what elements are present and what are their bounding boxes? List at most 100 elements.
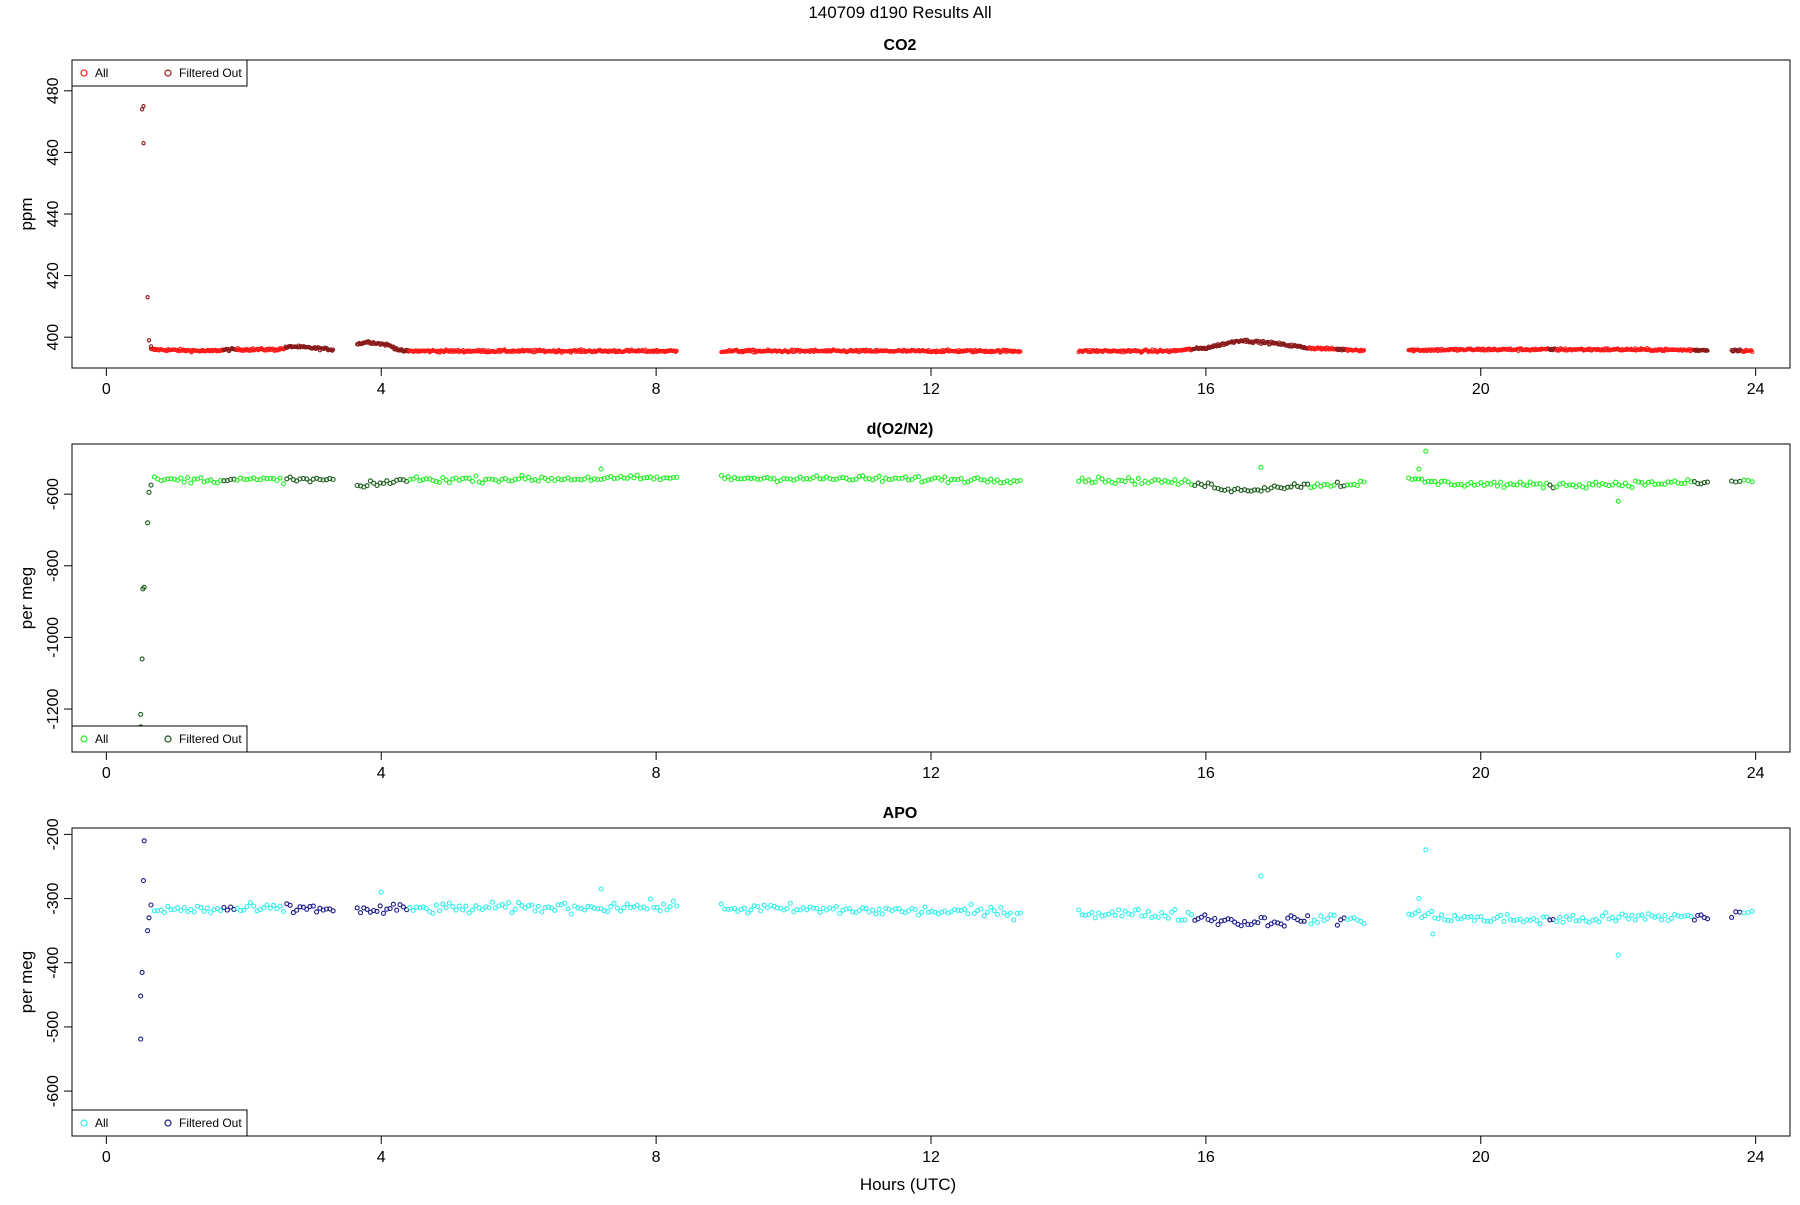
data-point-do2n2: [1658, 481, 1665, 487]
data-point-do2n2: [1415, 476, 1422, 482]
data-point-apo: [410, 907, 416, 914]
data-point-apo: [850, 909, 856, 915]
y-axis-label-apo: per meg: [17, 951, 36, 1013]
data-point-do2n2: [466, 475, 472, 481]
data-point-do2n2: [1511, 482, 1517, 488]
data-point-do2n2: [443, 477, 449, 483]
data-point-do2n2: [1540, 485, 1546, 491]
data-point-do2n2: [661, 475, 667, 481]
x-axis-do2n2: 0 4 8 12 16 20 24: [102, 752, 1765, 782]
data-point-apo: [509, 910, 515, 916]
data-point-apo: [906, 908, 912, 914]
y-axis-label-co2: ppm: [17, 197, 36, 230]
data-point-do2n2: [244, 476, 250, 483]
data-point-apo: [611, 900, 617, 906]
data-point-do2n2: [981, 477, 987, 483]
data-point-do2n2: [846, 477, 853, 483]
data-point-do2n2: [800, 476, 807, 482]
data-point-apo: [516, 900, 522, 906]
spike-point-apo: [148, 902, 154, 908]
data-point-do2n2: [446, 480, 452, 486]
x-axis-apo: 0 4 8 12 16 20 24: [102, 1136, 1765, 1166]
data-point-do2n2: [264, 476, 270, 482]
filtered-point-do2n2: [1245, 488, 1251, 494]
panel-title-co2: CO2: [884, 37, 917, 54]
spike-point-do2n2: [1615, 498, 1621, 504]
data-point-apo: [674, 903, 680, 909]
data-point-do2n2: [771, 475, 777, 482]
data-point-apo: [1642, 916, 1648, 922]
data-point-do2n2: [1354, 482, 1360, 489]
data-point-apo: [751, 903, 757, 909]
data-point-apo: [1481, 918, 1487, 924]
data-point-apo: [863, 905, 869, 911]
data-point-do2n2: [188, 480, 194, 486]
filtered-point-do2n2: [1208, 481, 1214, 487]
data-point-apo: [1593, 916, 1599, 922]
data-point-apo: [661, 901, 667, 907]
data-point-do2n2: [1152, 477, 1158, 483]
data-point-do2n2: [738, 476, 744, 482]
data-point-do2n2: [1468, 479, 1474, 486]
data-point-apo: [204, 905, 210, 911]
data-point-apo: [1573, 918, 1579, 924]
data-point-do2n2: [1361, 479, 1367, 485]
data-point-do2n2: [234, 477, 240, 483]
data-point-apo: [1445, 917, 1451, 923]
data-point-apo: [506, 900, 512, 906]
data-point-apo: [1435, 916, 1441, 922]
filtered-point-apo: [1245, 921, 1251, 928]
points-apo: [138, 838, 1755, 1042]
data-point-do2n2: [211, 479, 217, 485]
data-point-do2n2: [1331, 482, 1337, 488]
filtered-point-apo: [377, 903, 383, 909]
data-point-apo: [483, 904, 489, 910]
data-point-apo: [175, 905, 181, 911]
data-point-do2n2: [1112, 480, 1118, 486]
data-point-apo: [264, 902, 270, 908]
x-tick-label-do2n2: 4: [377, 765, 386, 782]
data-point-do2n2: [1412, 476, 1418, 482]
data-point-do2n2: [1517, 479, 1523, 485]
figure-title: 140709 d190 Results All: [808, 3, 991, 22]
data-point-apo: [1471, 918, 1477, 924]
y-tick-label-do2n2: -800: [45, 550, 62, 582]
filtered-point-do2n2: [221, 478, 227, 484]
data-point-do2n2: [1419, 476, 1425, 482]
data-point-do2n2: [1448, 482, 1454, 488]
data-point-do2n2: [1432, 479, 1438, 485]
data-point-do2n2: [185, 474, 191, 481]
data-point-do2n2: [1501, 484, 1507, 490]
data-point-apo: [1129, 912, 1135, 918]
filtered-point-apo: [1298, 918, 1304, 924]
x-tick-label-do2n2: 0: [102, 765, 111, 782]
data-point-apo: [575, 905, 581, 911]
data-point-apo: [456, 903, 462, 909]
data-point-apo: [758, 908, 764, 914]
data-point-apo: [1099, 913, 1105, 919]
data-point-apo: [1159, 910, 1165, 916]
legend-all-label-do2n2: All: [95, 732, 108, 746]
data-point-apo: [591, 905, 597, 911]
data-point-apo: [1504, 911, 1510, 917]
x-axis-label: Hours (UTC): [860, 1175, 956, 1194]
y-tick-label-co2: 400: [45, 324, 62, 351]
data-point-do2n2: [519, 472, 525, 478]
data-point-apo: [1576, 918, 1582, 924]
data-point-apo: [532, 908, 538, 914]
filtered-point-apo: [1334, 922, 1340, 928]
data-point-do2n2: [754, 476, 761, 482]
data-point-do2n2: [777, 478, 784, 484]
data-point-do2n2: [654, 474, 660, 480]
data-point-do2n2: [1017, 477, 1023, 484]
data-point-do2n2: [535, 478, 541, 484]
spike-point-do2n2: [1416, 466, 1422, 472]
data-point-apo: [568, 911, 574, 917]
data-point-apo: [261, 905, 267, 911]
data-point-do2n2: [718, 472, 724, 479]
data-point-apo: [922, 904, 928, 910]
filtered-point-apo: [1305, 913, 1311, 919]
data-point-apo: [624, 901, 630, 907]
data-point-apo: [654, 904, 660, 910]
